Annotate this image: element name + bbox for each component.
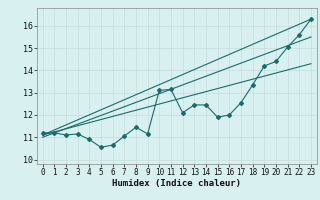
X-axis label: Humidex (Indice chaleur): Humidex (Indice chaleur) [112, 179, 241, 188]
